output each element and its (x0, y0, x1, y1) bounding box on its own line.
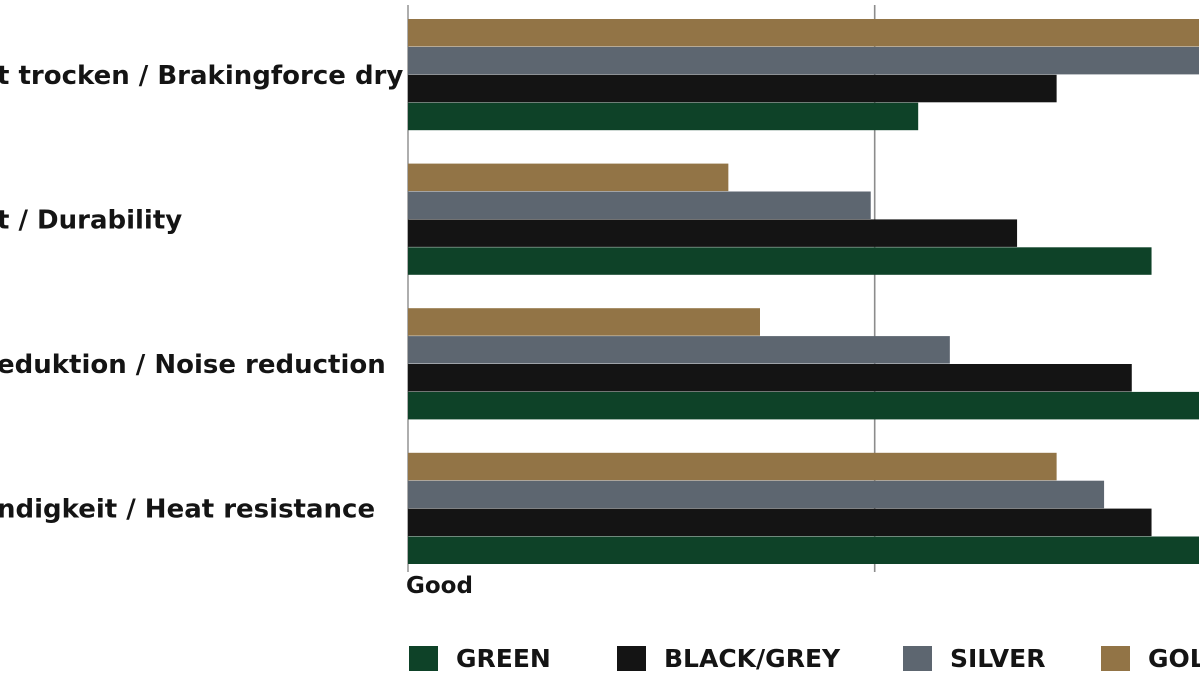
legend-label-black-grey: BLACK/GREY (664, 644, 841, 673)
bars (408, 19, 1199, 564)
legend-swatch-green (409, 646, 438, 671)
legend-swatch-gol (1101, 646, 1130, 671)
category-label: ndigkeit / Heat resistance (0, 495, 375, 525)
bar-green-3 (408, 391, 1199, 420)
legend-swatch-silver (903, 646, 932, 671)
bar-black-grey-4 (408, 508, 1152, 537)
category-label: t / Durability (0, 205, 182, 235)
bar-black-grey-3 (408, 364, 1132, 392)
bar-silver-4 (408, 480, 1105, 509)
bar-black-grey-1 (408, 74, 1057, 103)
bar-silver-1 (408, 46, 1199, 75)
legend-label-green: GREEN (456, 644, 551, 673)
bar-silver-2 (408, 191, 871, 219)
legend: GREEN BLACK/GREY SILVER GOL (409, 644, 1200, 673)
category-label: eduktion / Noise reduction (0, 350, 386, 380)
bar-green-4 (408, 536, 1199, 564)
bar-green-1 (408, 102, 919, 131)
legend-label-silver: SILVER (950, 644, 1045, 673)
bar-gol-1 (408, 19, 1199, 47)
bar-gol-3 (408, 308, 760, 336)
category-label: t trocken / Brakingforce dry (0, 61, 403, 91)
bar-green-2 (408, 247, 1152, 275)
bar-black-grey-2 (408, 219, 1018, 247)
category-labels: t trocken / Brakingforce dry t / Durabili… (0, 61, 403, 525)
bar-gol-4 (408, 452, 1057, 481)
x-tick-labels: Good (406, 573, 473, 599)
x-tick-label: Good (406, 573, 473, 599)
bar-gol-2 (408, 163, 729, 192)
legend-swatch-black-grey (617, 646, 646, 671)
legend-label-gol: GOL (1148, 644, 1200, 673)
bar-silver-3 (408, 336, 950, 364)
